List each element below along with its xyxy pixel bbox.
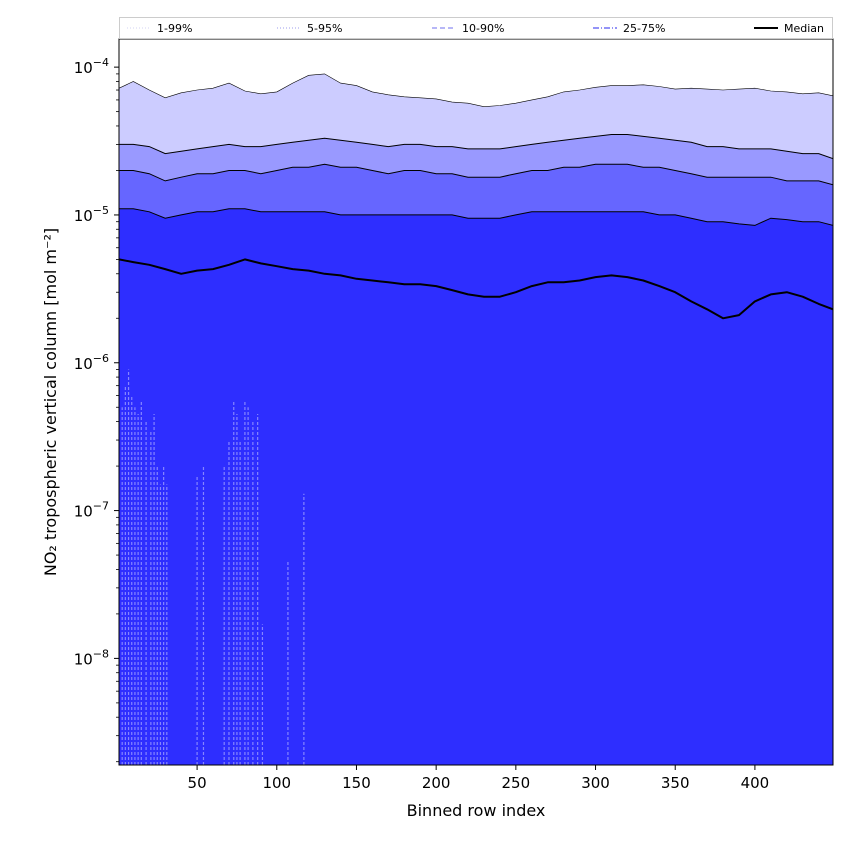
x-tick-label: 200 — [422, 774, 451, 792]
x-tick-label: 300 — [581, 774, 610, 792]
x-tick-label: 250 — [502, 774, 531, 792]
lower-tail-spikes — [121, 369, 305, 765]
band-upper-25-75% — [119, 208, 833, 226]
legend: 1-99% 5-95% 10-90% 25-75% Median — [119, 17, 833, 39]
x-tick-label: 150 — [342, 774, 371, 792]
y-tick-label: 10−5 — [74, 204, 109, 225]
x-tick-label: 50 — [188, 774, 207, 792]
y-axis-label: NO₂ tropospheric vertical column [mol m⁻… — [41, 228, 60, 576]
x-tick-label: 400 — [741, 774, 770, 792]
band-upper-5-95% — [119, 134, 833, 160]
band-boundaries — [119, 73, 833, 226]
x-tick-label: 350 — [661, 774, 690, 792]
legend-frame — [119, 17, 833, 39]
y-tick-label: 10−7 — [74, 500, 109, 521]
x-axis-ticks: 50 100 150 200 250 300 350 400 — [188, 765, 770, 792]
band-25-75% — [119, 208, 833, 765]
y-tick-label: 10−8 — [74, 647, 109, 668]
median-line-group — [119, 258, 833, 320]
x-axis-label: Binned row index — [407, 801, 546, 820]
legend-label: 10-90% — [462, 22, 504, 35]
legend-label: 1-99% — [157, 22, 192, 35]
band-upper-1-99% — [119, 73, 833, 108]
legend-label: Median — [784, 22, 824, 35]
percentile-bands — [119, 73, 833, 765]
legend-label: 5-95% — [307, 22, 342, 35]
legend-label: 25-75% — [623, 22, 665, 35]
median-line — [119, 258, 833, 320]
x-tick-label: 100 — [262, 774, 291, 792]
y-tick-label: 10−6 — [74, 352, 109, 373]
y-axis-ticks: 10−8 10−7 10−6 10−5 10−4 — [74, 56, 119, 763]
y-tick-label: 10−4 — [74, 56, 109, 77]
band-upper-10-90% — [119, 163, 833, 186]
